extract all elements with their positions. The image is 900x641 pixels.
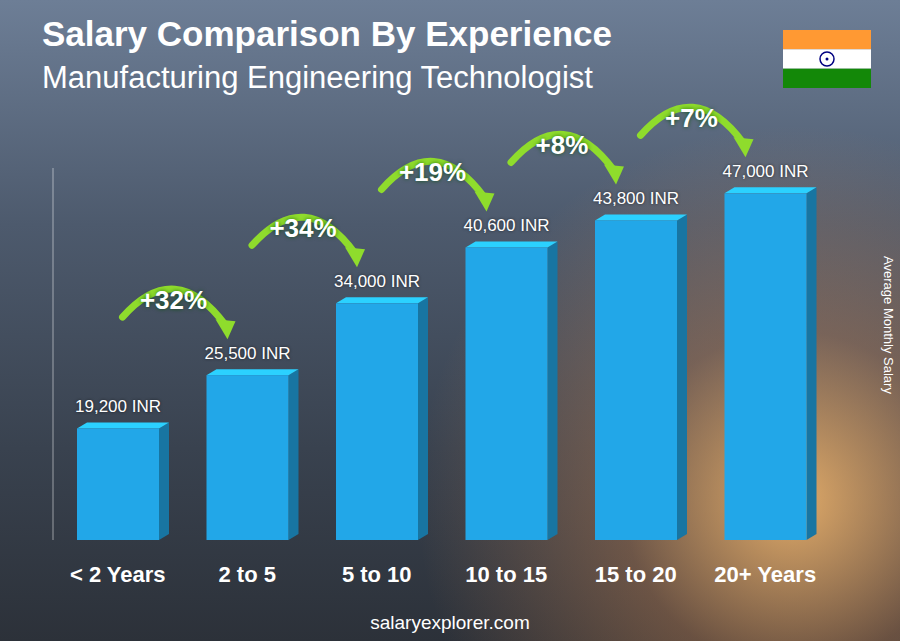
svg-text:43,800 INR: 43,800 INR: [593, 189, 679, 208]
svg-text:+19%: +19%: [399, 157, 466, 187]
svg-text:15 to 20: 15 to 20: [595, 562, 677, 587]
svg-text:19,200 INR: 19,200 INR: [75, 397, 161, 416]
svg-text:5 to 10: 5 to 10: [342, 562, 412, 587]
html-text:Average Monthly Salary: Average Monthly Salary: [880, 256, 896, 394]
svg-text:40,600 INR: 40,600 INR: [464, 216, 550, 235]
svg-text:20+ Years: 20+ Years: [714, 562, 816, 587]
svg-text:< 2 Years: < 2 Years: [70, 562, 166, 587]
svg-text:2 to 5: 2 to 5: [219, 562, 276, 587]
svg-text:+34%: +34%: [269, 213, 336, 243]
html-text:Manufacturing Engineering Tech: Manufacturing Engineering Technologist: [42, 60, 593, 95]
html-text:Salary Comparison By Experienc: Salary Comparison By Experience: [42, 14, 612, 53]
svg-text:+32%: +32%: [140, 285, 207, 315]
svg-text:47,000 INR: 47,000 INR: [723, 162, 809, 181]
html-text:salaryexplorer.com: salaryexplorer.com: [370, 612, 530, 633]
svg-text:+8%: +8%: [536, 130, 589, 160]
svg-text:34,000 INR: 34,000 INR: [334, 272, 420, 291]
svg-text:+7%: +7%: [665, 103, 718, 133]
svg-text:10 to 15: 10 to 15: [465, 562, 547, 587]
svg-text:25,500 INR: 25,500 INR: [205, 344, 291, 363]
